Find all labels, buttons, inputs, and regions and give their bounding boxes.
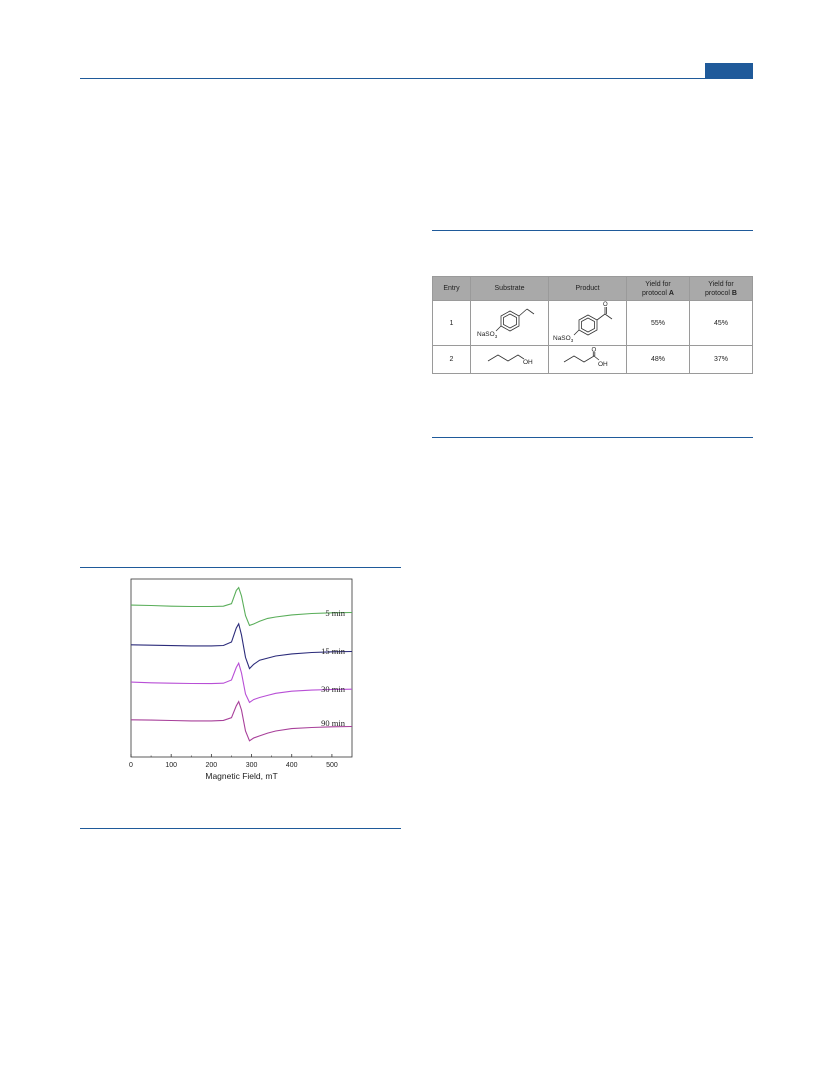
cell-entry: 2 <box>432 345 471 374</box>
substrate-structure-4-ethylbenzenesulfonate: NaSO3 <box>477 308 534 339</box>
product-label: NaSO3 <box>553 335 574 343</box>
cell-product: O OH <box>548 345 627 374</box>
table-header-row: Entry Substrate Product Yield for protoco… <box>432 276 753 301</box>
trace-90-min <box>130 700 353 742</box>
table-row: 1 NaSO3 <box>432 300 753 346</box>
table-bottom-rule <box>432 437 753 438</box>
x-tick-label: 300 <box>246 762 258 769</box>
trace-15-min <box>130 622 353 670</box>
header-page-tab <box>705 63 753 78</box>
cell-substrate: NaSO3 <box>470 300 549 346</box>
trace-30-min <box>130 661 353 704</box>
product-oxygen-label: O <box>603 302 608 308</box>
x-tick-label: 500 <box>326 762 338 769</box>
x-axis-label: Magnetic Field, mT <box>205 771 277 781</box>
plot-frame <box>130 578 353 758</box>
product-structure-butanoic-acid: O OH <box>563 347 608 368</box>
header-entry: Entry <box>432 276 471 301</box>
table-top-rule <box>432 230 753 231</box>
epr-spectra-chart: 5 min 15 min 30 min 90 min 0 100 200 300 400 500… <box>129 578 353 781</box>
header-yield-b: Yield for protocol B <box>689 276 753 301</box>
product-label: OH <box>598 361 608 368</box>
series-label-15-min: 15 min <box>321 646 346 656</box>
substrate-label: OH <box>523 359 533 366</box>
figure-bottom-rule <box>80 828 401 829</box>
product-oxygen-label: O <box>591 347 596 353</box>
header-substrate: Substrate <box>470 276 549 301</box>
header-product: Product <box>548 276 627 301</box>
reaction-table: Entry Substrate Product Yield for protoco… <box>432 276 753 374</box>
x-tick-label: 0 <box>129 762 133 769</box>
product-structure-4-acetylbenzenesulfonate: O NaSO3 <box>553 302 612 343</box>
cell-yield-a: 48% <box>626 345 690 374</box>
substrate-structure-1-butanol: OH <box>487 354 533 366</box>
cell-yield-b: 37% <box>689 345 753 374</box>
table-row: 2 OH O OH 48% 37% <box>432 345 753 374</box>
x-tick-label: 100 <box>165 762 177 769</box>
cell-substrate: OH <box>470 345 549 374</box>
header-yield-a: Yield for protocol A <box>626 276 690 301</box>
cell-yield-b: 45% <box>689 300 753 346</box>
substrate-label: NaSO3 <box>477 331 498 339</box>
figure-top-rule <box>80 567 401 568</box>
x-tick-label: 400 <box>286 762 298 769</box>
series-label-90-min: 90 min <box>321 718 346 728</box>
cell-yield-a: 55% <box>626 300 690 346</box>
x-tick-label: 200 <box>206 762 218 769</box>
trace-5-min <box>130 586 353 627</box>
series-label-30-min: 30 min <box>321 684 346 694</box>
cell-product: O NaSO3 <box>548 300 627 346</box>
series-label-5-min: 5 min <box>325 608 345 618</box>
cell-entry: 1 <box>432 300 471 346</box>
header-rule <box>80 78 753 79</box>
